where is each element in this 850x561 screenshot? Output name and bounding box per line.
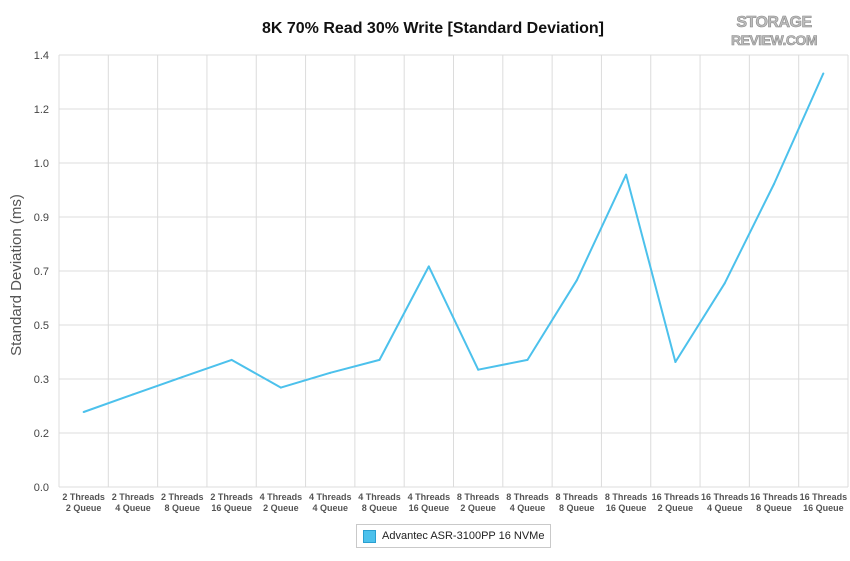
svg-text:REVIEW.COM: REVIEW.COM [731, 32, 817, 48]
x-tick-label: 16 Threads [701, 492, 749, 502]
data-point [329, 371, 332, 374]
data-point [674, 361, 677, 364]
x-tick-label: 2 Queue [66, 503, 102, 513]
x-tick-label: 16 Threads [750, 492, 798, 502]
data-point [181, 376, 184, 379]
data-point [378, 358, 381, 361]
y-tick-label: 1.2 [34, 104, 49, 116]
x-tick-label: 16 Queue [211, 503, 252, 513]
x-tick-label: 4 Queue [312, 503, 348, 513]
x-tick-label: 4 Queue [510, 503, 546, 513]
x-tick-label: 8 Queue [756, 503, 792, 513]
data-point [526, 358, 529, 361]
x-tick-label: 16 Queue [409, 503, 450, 513]
x-tick-label: 16 Threads [652, 492, 700, 502]
data-point [279, 386, 282, 389]
x-tick-label: 4 Threads [309, 492, 352, 502]
x-tick-label: 8 Queue [165, 503, 201, 513]
y-tick-label: 0.2 [34, 428, 49, 440]
data-point [477, 368, 480, 371]
x-tick-label: 16 Queue [803, 503, 844, 513]
x-tick-label: 16 Threads [800, 492, 848, 502]
x-tick-label: 8 Threads [506, 492, 549, 502]
x-tick-label: 8 Queue [362, 503, 398, 513]
x-tick-label: 4 Queue [707, 503, 743, 513]
data-point [82, 411, 85, 414]
x-tick-label: 2 Queue [263, 503, 299, 513]
x-tick-label: 4 Threads [358, 492, 401, 502]
x-tick-label: 8 Threads [605, 492, 648, 502]
x-tick-label: 8 Threads [457, 492, 500, 502]
legend-swatch [363, 529, 376, 543]
y-tick-label: 0.0 [34, 482, 49, 494]
x-tick-label: 4 Threads [408, 492, 451, 502]
x-tick-label: 16 Queue [606, 503, 647, 513]
y-tick-label: 0.5 [34, 320, 49, 332]
chart-title: 8K 70% Read 30% Write [Standard Deviatio… [261, 20, 605, 37]
x-tick-label: 4 Queue [115, 503, 151, 513]
data-point [131, 393, 134, 396]
y-tick-label: 1.0 [34, 158, 49, 170]
legend: Advantec ASR-3100PP 16 NVMe [356, 524, 552, 548]
x-tick-label: 8 Threads [556, 492, 599, 502]
y-tick-label: 0.3 [34, 374, 49, 386]
data-point [723, 282, 726, 285]
y-tick-label: 1.4 [34, 50, 49, 62]
x-tick-label: 8 Queue [559, 503, 595, 513]
x-tick-label: 4 Threads [260, 492, 303, 502]
data-point [822, 72, 825, 75]
legend-label: Advantec ASR-3100PP 16 NVMe [382, 530, 545, 542]
x-tick-label: 2 Threads [210, 492, 253, 502]
data-point [625, 173, 628, 176]
y-tick-label: 0.9 [34, 212, 49, 224]
storage-review-logo: STORAGE REVIEW.COM [731, 14, 818, 49]
x-tick-label: 2 Queue [658, 503, 694, 513]
x-tick-label: 2 Threads [112, 492, 155, 502]
data-point [427, 265, 430, 268]
x-tick-label: 2 Threads [161, 492, 204, 502]
data-point [230, 358, 233, 361]
data-point [773, 182, 776, 185]
svg-text:STORAGE: STORAGE [736, 14, 812, 31]
y-tick-label: 0.7 [34, 266, 49, 278]
data-point [575, 279, 578, 282]
x-tick-label: 2 Queue [460, 503, 496, 513]
x-tick-label: 2 Threads [62, 492, 105, 502]
series-line [83, 73, 825, 413]
